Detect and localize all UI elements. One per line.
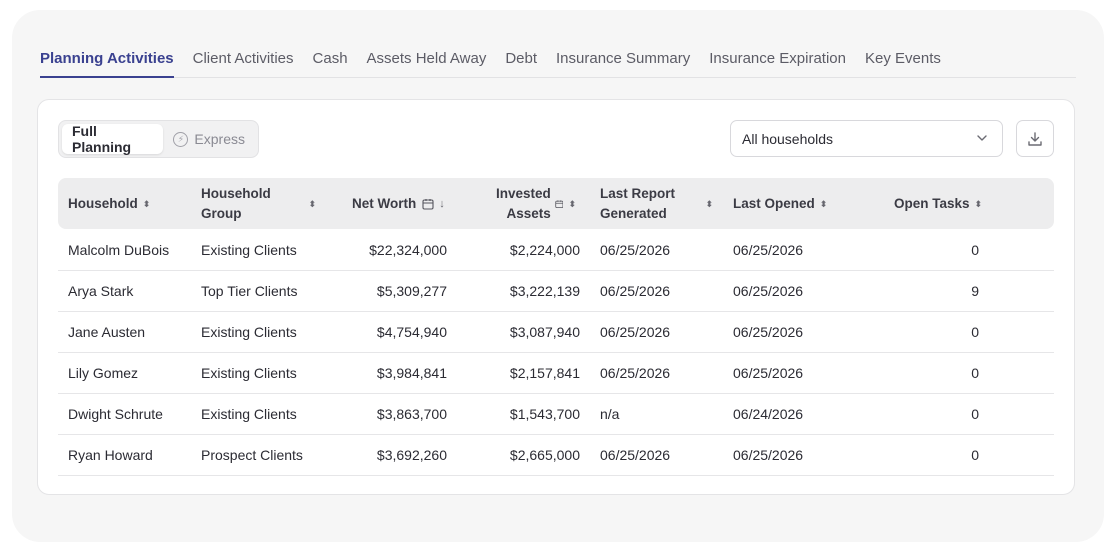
column-invested-line2: Assets xyxy=(506,205,551,221)
cell-household-group: Top Tier Clients xyxy=(201,283,298,299)
cell-household: Arya Stark xyxy=(68,283,134,299)
cell-household: Malcolm DuBois xyxy=(68,242,170,258)
lightning-icon: ⚡ xyxy=(173,131,189,147)
tab-insurance-expiration[interactable]: Insurance Expiration xyxy=(709,50,846,67)
cell-invested-assets: $3,087,940 xyxy=(509,324,580,340)
cell-last-report: 06/25/2026 xyxy=(600,283,671,299)
cell-open-tasks: 0 xyxy=(971,365,979,381)
cell-open-tasks: 0 xyxy=(971,324,979,340)
cell-household-group: Existing Clients xyxy=(201,365,297,381)
column-report-line2: Generated xyxy=(600,205,667,221)
cell-invested-assets: $3,222,139 xyxy=(509,283,580,299)
cell-net-worth: $22,324,000 xyxy=(369,242,447,258)
table-row[interactable]: Lily Gomez Existing Clients $3,984,841 $2,1… xyxy=(58,353,1054,394)
column-household-group-line2: Group xyxy=(201,205,242,221)
cell-household-group: Existing Clients xyxy=(201,242,297,258)
cell-last-opened: 06/25/2026 xyxy=(733,365,804,381)
cell-last-opened: 06/25/2026 xyxy=(733,447,804,463)
cell-last-opened: 06/25/2026 xyxy=(733,283,804,299)
column-household-group-line1: Household xyxy=(201,185,271,201)
planning-card: Full Planning ⚡ Express All households H… xyxy=(37,99,1075,495)
tab-key-events[interactable]: Key Events xyxy=(864,50,941,67)
tab-client-activities[interactable]: Client Activities xyxy=(192,50,294,67)
cell-open-tasks: 0 xyxy=(971,406,979,422)
cell-household-group: Existing Clients xyxy=(201,406,297,422)
table-row[interactable]: Ryan Howard Prospect Clients $3,692,260 $2,… xyxy=(58,435,1054,476)
column-last-report-generated[interactable]: Last Report Generated ⬍ xyxy=(600,178,713,229)
express-button[interactable]: ⚡ Express xyxy=(163,124,255,154)
cell-invested-assets: $2,157,841 xyxy=(509,365,580,381)
column-net-worth-label: Net Worth xyxy=(352,195,417,211)
table-row[interactable]: Jane Austen Existing Clients $4,754,940 $3,… xyxy=(58,312,1054,353)
cell-household: Dwight Schrute xyxy=(68,406,163,422)
tab-assets-held-away[interactable]: Assets Held Away xyxy=(366,50,487,67)
table-row[interactable]: Malcolm DuBois Existing Clients $22,324,00… xyxy=(58,230,1054,271)
sort-icon: ⬍ xyxy=(308,198,316,209)
cell-net-worth: $3,692,260 xyxy=(376,447,447,463)
cell-household: Lily Gomez xyxy=(68,365,139,381)
tab-cash[interactable]: Cash xyxy=(312,50,348,67)
column-report-line1: Last Report xyxy=(600,185,676,201)
column-household[interactable]: Household ⬍ xyxy=(68,178,150,229)
column-last-opened[interactable]: Last Opened ⬍ xyxy=(733,178,827,229)
column-household-group[interactable]: Household Group ⬍ xyxy=(201,178,316,229)
cell-last-report: 06/25/2026 xyxy=(600,324,671,340)
column-invested-assets[interactable]: Invested Assets ⬍ xyxy=(496,178,576,229)
cell-invested-assets: $2,224,000 xyxy=(509,242,580,258)
sort-icon: ⬍ xyxy=(819,198,828,209)
cell-open-tasks: 9 xyxy=(971,283,979,299)
cell-last-opened: 06/25/2026 xyxy=(733,242,804,258)
column-household-group-label: Household Group xyxy=(201,184,271,224)
full-planning-button[interactable]: Full Planning xyxy=(62,123,164,155)
tab-planning-activities[interactable]: Planning Activities xyxy=(40,47,174,78)
column-invested-line1: Invested xyxy=(496,185,551,201)
cell-invested-assets: $2,665,000 xyxy=(509,447,580,463)
cell-last-opened: 06/24/2026 xyxy=(733,406,804,422)
table-row[interactable]: Dwight Schrute Existing Clients $3,863,700… xyxy=(58,394,1054,435)
column-last-opened-label: Last Opened xyxy=(733,195,815,211)
cell-net-worth: $3,984,841 xyxy=(376,365,447,381)
sort-icon: ⬍ xyxy=(568,198,576,209)
cell-open-tasks: 0 xyxy=(971,447,979,463)
cell-last-report: 06/25/2026 xyxy=(600,365,671,381)
cell-household: Ryan Howard xyxy=(68,447,153,463)
cell-net-worth: $4,754,940 xyxy=(376,324,447,340)
table-header: Household ⬍ Household Group ⬍ Net Worth … xyxy=(58,178,1054,229)
column-last-report-label: Last Report Generated xyxy=(600,184,675,224)
planning-mode-toggle: Full Planning ⚡ Express xyxy=(58,120,259,158)
tab-debt[interactable]: Debt xyxy=(505,50,538,67)
column-net-worth[interactable]: Net Worth ↓ xyxy=(352,178,445,229)
chevron-down-icon xyxy=(977,135,987,141)
sort-icon: ⬍ xyxy=(705,198,713,209)
sort-icon: ⬍ xyxy=(142,198,151,209)
cell-last-report: 06/25/2026 xyxy=(600,447,671,463)
cell-net-worth: $5,309,277 xyxy=(376,283,447,299)
calendar-icon xyxy=(422,198,434,210)
sort-down-icon: ↓ xyxy=(439,197,445,210)
sort-icon: ⬍ xyxy=(974,198,983,209)
cell-invested-assets: $1,543,700 xyxy=(509,406,580,422)
page-container: Planning Activities Client Activities Ca… xyxy=(12,10,1104,542)
download-icon xyxy=(1028,131,1042,146)
household-filter-value: All households xyxy=(742,130,834,147)
download-button[interactable] xyxy=(1016,120,1054,157)
cell-household: Jane Austen xyxy=(68,324,146,340)
column-open-tasks[interactable]: Open Tasks ⬍ xyxy=(894,178,982,229)
column-invested-assets-label: Invested Assets xyxy=(496,184,551,224)
tab-insurance-summary[interactable]: Insurance Summary xyxy=(556,50,691,67)
cell-household-group: Existing Clients xyxy=(201,324,297,340)
column-open-tasks-label: Open Tasks xyxy=(894,195,970,211)
express-label: Express xyxy=(194,131,245,147)
tab-bar: Planning Activities Client Activities Ca… xyxy=(40,47,1076,78)
table-row[interactable]: Arya Stark Top Tier Clients $5,309,277 $3,2… xyxy=(58,271,1054,312)
cell-last-opened: 06/25/2026 xyxy=(733,324,804,340)
cell-open-tasks: 0 xyxy=(971,242,979,258)
cell-last-report: n/a xyxy=(600,406,620,422)
household-filter-select[interactable]: All households xyxy=(730,120,1003,157)
cell-last-report: 06/25/2026 xyxy=(600,242,671,258)
calendar-icon xyxy=(555,199,564,208)
cell-net-worth: $3,863,700 xyxy=(376,406,447,422)
cell-household-group: Prospect Clients xyxy=(201,447,303,463)
column-household-label: Household xyxy=(68,195,138,211)
